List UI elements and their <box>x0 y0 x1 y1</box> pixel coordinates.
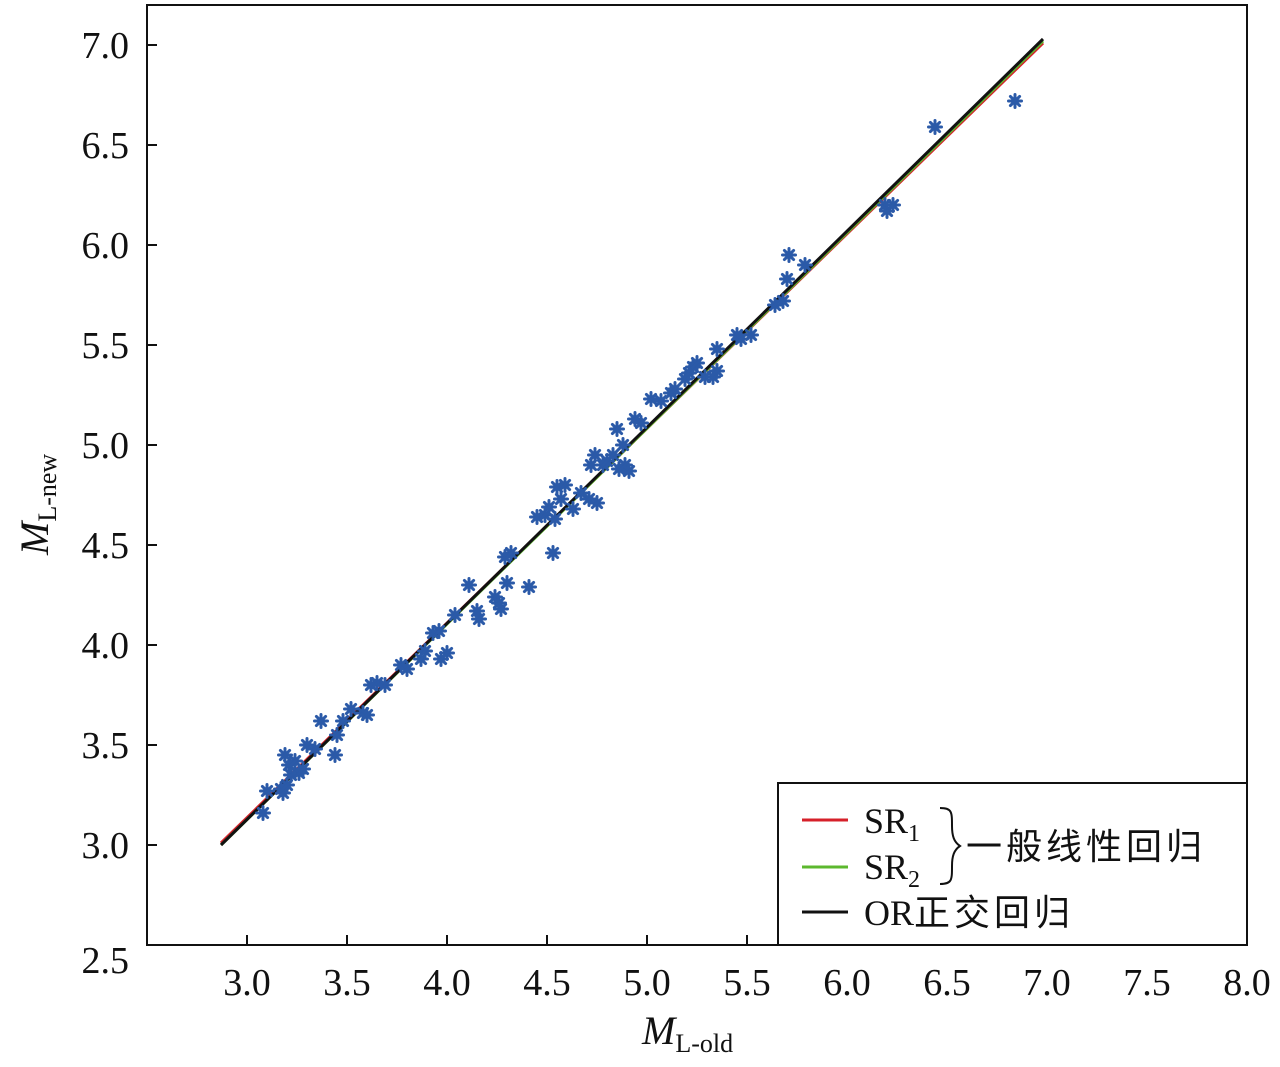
y-tick-label: 4.5 <box>82 525 130 567</box>
data-point <box>499 575 515 591</box>
data-point <box>359 707 375 723</box>
data-point <box>553 491 569 507</box>
data-point <box>643 391 659 407</box>
series-line-or <box>219 37 1045 847</box>
data-point <box>1007 93 1023 109</box>
x-tick-label: 6.5 <box>923 962 971 1004</box>
x-tick-label: 3.5 <box>323 962 371 1004</box>
data-point <box>775 293 791 309</box>
data-point <box>587 447 603 463</box>
x-tick-label: 6.0 <box>823 962 871 1004</box>
x-tick-label: 7.5 <box>1123 962 1171 1004</box>
data-point <box>493 601 509 617</box>
x-tick-label: 5.0 <box>623 962 671 1004</box>
data-point <box>255 805 271 821</box>
legend-label-sr1-text: SR <box>864 801 908 841</box>
legend-label-sr1: SR1 <box>864 801 920 847</box>
data-point <box>797 257 813 273</box>
data-point <box>743 327 759 343</box>
legend-box <box>777 782 1248 946</box>
data-point <box>927 119 943 135</box>
y-axis-title-main: M <box>12 519 57 556</box>
x-tick-label: 7.0 <box>1023 962 1071 1004</box>
y-axis-title: ML-new <box>12 454 62 556</box>
data-point <box>633 415 649 431</box>
data-point <box>667 381 683 397</box>
y-tick-labels: 3.0 3.5 4.0 4.5 5.0 5.5 6.0 6.5 7.0 <box>82 25 130 867</box>
x-axis-title-main: M <box>641 1008 678 1053</box>
data-point <box>779 271 795 287</box>
data-point <box>781 247 797 263</box>
data-point <box>295 761 311 777</box>
data-point <box>439 645 455 661</box>
legend-label-or-text: OR <box>864 893 914 933</box>
data-point <box>327 747 343 763</box>
x-tick-label: 4.5 <box>523 962 571 1004</box>
data-point <box>313 713 329 729</box>
data-point <box>521 579 537 595</box>
y-tick-label: 6.0 <box>82 225 130 267</box>
plot-frame <box>146 4 1248 946</box>
data-point <box>417 643 433 659</box>
y-tick-label: 3.0 <box>82 825 130 867</box>
data-point <box>377 677 393 693</box>
y-tick-label: 6.5 <box>82 125 130 167</box>
data-point <box>447 607 463 623</box>
x-tick-label: 5.5 <box>723 962 771 1004</box>
x-tick-label: 8.0 <box>1223 962 1271 1004</box>
y-tick-label: 7.0 <box>82 25 130 67</box>
legend-label-sr2: SR2 <box>864 847 920 893</box>
data-point <box>609 421 625 437</box>
data-point <box>557 477 573 493</box>
data-point <box>541 499 557 515</box>
data-point <box>709 341 725 357</box>
legend-brace-text: 一般线性回归 <box>966 827 1206 868</box>
data-points <box>255 93 1023 821</box>
data-point <box>431 623 447 639</box>
data-point <box>885 197 901 213</box>
legend-label-sr2-text: SR <box>864 847 908 887</box>
data-point <box>329 727 345 743</box>
data-point <box>709 363 725 379</box>
x-tick-label: 4.0 <box>423 962 471 1004</box>
data-point <box>605 447 621 463</box>
data-point <box>307 741 323 757</box>
x-tick-label: 3.0 <box>223 962 271 1004</box>
data-point <box>461 577 477 593</box>
data-point <box>621 463 637 479</box>
legend-brace <box>939 807 962 885</box>
y-tick-label: 5.5 <box>82 325 130 367</box>
data-point <box>335 713 351 729</box>
y-axis-title-sub: L-new <box>33 454 62 522</box>
data-point <box>503 545 519 561</box>
x-tick-labels: 2.5 3.0 3.5 4.0 4.5 5.0 5.5 6.0 6.5 7.0 7.5 8.0 <box>82 940 1271 1004</box>
data-point <box>343 701 359 717</box>
x-tick-label: 2.5 <box>82 940 130 982</box>
legend-label-sr1-sub: 1 <box>908 821 920 847</box>
x-axis-title: ML-old <box>641 1008 733 1058</box>
legend-label-or-cn: 正交回归 <box>914 893 1074 934</box>
y-tick-label: 4.0 <box>82 625 130 667</box>
legend: SR1 SR2 一般线性回归 OR正交回归 <box>777 782 1248 946</box>
data-point <box>547 511 563 527</box>
data-point <box>653 393 669 409</box>
data-point <box>705 369 721 385</box>
data-point <box>545 545 561 561</box>
data-point <box>399 661 415 677</box>
data-point <box>259 783 275 799</box>
data-point <box>615 437 631 453</box>
y-tick-label: 3.5 <box>82 725 130 767</box>
data-point <box>565 501 581 517</box>
y-tick-label: 5.0 <box>82 425 130 467</box>
x-axis-title-sub: L-old <box>675 1029 733 1058</box>
data-point <box>471 611 487 627</box>
legend-label-or: OR正交回归 <box>864 893 1074 934</box>
legend-label-sr2-sub: 2 <box>908 867 920 893</box>
data-point <box>689 355 705 371</box>
data-point <box>589 495 605 511</box>
